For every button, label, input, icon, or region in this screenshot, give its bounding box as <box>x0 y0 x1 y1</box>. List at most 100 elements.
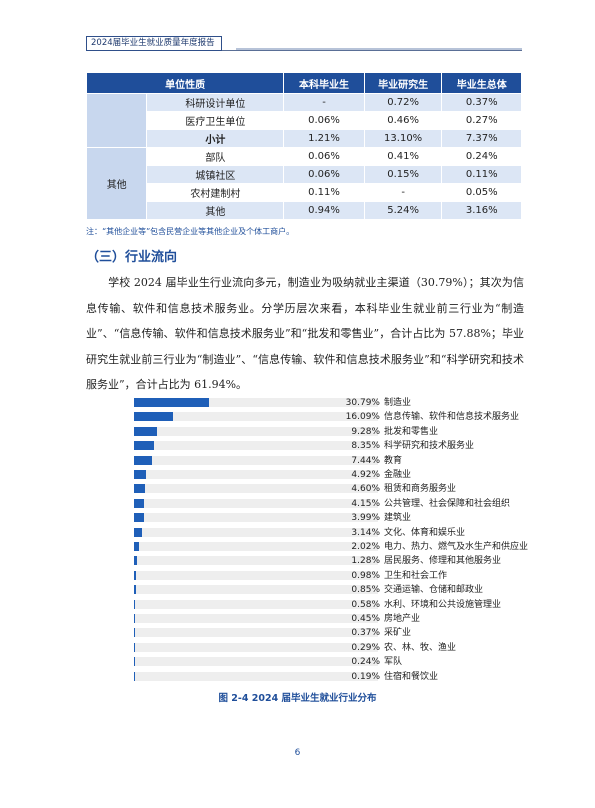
chart-row: 30.79% 制造业 <box>134 396 574 410</box>
chart-row: 4.92% 金融业 <box>134 468 574 482</box>
chart-category-label: 交通运输、仓储和邮政业 <box>384 585 484 596</box>
table-cell: 0.94% <box>283 201 365 220</box>
chart-category-label: 公共管理、社会保障和社会组织 <box>384 498 511 509</box>
chart-value-label: 4.60% <box>351 484 380 495</box>
chart-bar-track <box>134 426 378 436</box>
table-group-cell <box>85 93 148 148</box>
chart-value-label: 0.37% <box>351 628 380 639</box>
chart-value-label: 0.58% <box>351 599 380 610</box>
table-header-cell: 毕业生总体 <box>441 72 522 94</box>
chart-value-label: 0.29% <box>351 642 380 653</box>
chart-category-label: 文化、体育和娱乐业 <box>384 527 466 538</box>
chart-value-label: 1.28% <box>351 556 380 567</box>
chart-category-label: 金融业 <box>384 470 412 480</box>
chart-bar-track <box>134 470 378 479</box>
chart-caption: 图 2-4 2024 届毕业生就业行业分布 <box>218 693 377 704</box>
table-row: 科研设计单位 - 0.72% 0.37% <box>85 93 522 148</box>
header-rule <box>86 50 522 51</box>
chart-bar <box>134 585 137 595</box>
chart-bar-track <box>134 642 378 652</box>
chart-bar-track <box>134 542 378 551</box>
chart-category-label: 电力、热力、燃气及水生产和供应业 <box>384 542 529 552</box>
chart-row: 0.19% 住宿和餐饮业 <box>134 670 574 684</box>
chart-bar-track <box>134 398 378 407</box>
chart-category-label: 批发和零售业 <box>384 426 439 437</box>
chart-row: 0.85% 交通运输、仓储和邮政业 <box>134 583 574 597</box>
chart-row: 2.02% 电力、热力、燃气及水生产和供应业 <box>134 540 574 554</box>
chart-bar-track <box>134 671 378 681</box>
chart-bar <box>134 657 135 667</box>
chart-bar-track <box>134 657 378 667</box>
table-header-cell: 本科毕业生 <box>283 72 365 94</box>
chart-category-label: 信息传输、软件和信息技术服务业 <box>384 412 520 423</box>
table-cell: - <box>283 93 365 112</box>
chart-bar-track <box>134 556 378 566</box>
chart-row: 16.09% 信息传输、软件和信息技术服务业 <box>134 410 574 424</box>
chart-bar <box>134 599 136 609</box>
page-header: 2024届毕业生就业质量年度报告 <box>86 36 522 54</box>
chart-value-label: 4.15% <box>351 498 380 509</box>
chart-bar-track <box>134 412 378 422</box>
chart-category-label: 居民服务、修理和其他服务业 <box>384 556 502 567</box>
table-cell: 0.24% <box>441 147 522 166</box>
chart-row: 4.60% 租赁和商务服务业 <box>134 482 574 496</box>
table-cell: - <box>363 183 443 202</box>
chart-category-label: 科学研究和技术服务业 <box>384 441 475 452</box>
table-cell: 0.11% <box>441 165 522 184</box>
chart-row: 3.14% 文化、体育和娱乐业 <box>134 526 574 540</box>
chart-row: 0.29% 农、林、牧、渔业 <box>134 641 574 655</box>
chart-category-label: 建筑业 <box>384 513 412 524</box>
chart-value-label: 0.45% <box>351 614 380 624</box>
chart-value-label: 0.19% <box>351 671 380 682</box>
table-row: 城镇社区 0.06% 0.15% 0.11% <box>87 165 522 184</box>
table-cell: 1.21% <box>283 129 365 148</box>
chart-bar <box>134 455 153 465</box>
chart-row: 0.98% 卫生和社会工作 <box>134 569 574 583</box>
chart-row: 3.99% 建筑业 <box>134 511 574 525</box>
chart-bar-track <box>134 498 378 508</box>
table-cell: 0.46% <box>363 111 443 130</box>
chart-row: 7.44% 教育 <box>134 454 574 468</box>
chart-value-label: 30.79% <box>345 398 380 408</box>
chart-bar-track <box>134 441 378 451</box>
chart-bar-track <box>134 570 378 580</box>
chart-bar <box>134 642 135 652</box>
table-header-cell: 单位性质 <box>85 72 285 94</box>
chart-value-label: 0.98% <box>351 570 380 581</box>
table-row: 其他 部队 0.06% 0.41% 0.24% <box>85 147 522 220</box>
paragraph-text: 学校 2024 届毕业生行业流向多元，制造业为吸纳就业主渠道（30.79%）；其… <box>86 276 524 391</box>
table-header-row: 单位性质 本科毕业生 毕业研究生 毕业生总体 <box>85 72 522 94</box>
chart-value-label: 8.35% <box>351 441 380 452</box>
chart-row: 0.37% 采矿业 <box>134 626 574 640</box>
chart-value-label: 16.09% <box>345 412 380 423</box>
chart-bar-track <box>134 513 378 523</box>
table-row: 农村建制村 0.11% - 0.05% <box>87 183 522 202</box>
chart-category-label: 制造业 <box>384 398 412 408</box>
chart-bar-track <box>134 455 378 465</box>
chart-row: 1.28% 居民服务、修理和其他服务业 <box>134 554 574 568</box>
table-cell: 0.06% <box>283 165 365 184</box>
table-cell: 0.37% <box>441 93 522 112</box>
table-row-subtotal: 小计 1.21% 13.10% 7.37% <box>87 129 522 148</box>
table-header-cell: 毕业研究生 <box>363 72 443 94</box>
section-title: （三）行业流向 <box>86 250 178 265</box>
chart-category-label: 军队 <box>384 657 403 668</box>
chart-bar <box>134 470 146 479</box>
table-cell: 0.11% <box>283 183 365 202</box>
chart-category-label: 农、林、牧、渔业 <box>384 642 457 653</box>
table-cell: 科研设计单位 <box>146 93 285 112</box>
chart-category-label: 租赁和商务服务业 <box>384 484 457 495</box>
chart-bar <box>134 398 210 407</box>
chart-category-label: 采矿业 <box>384 628 412 639</box>
table-cell: 0.72% <box>363 93 443 112</box>
chart-bar-track <box>134 628 378 638</box>
table-cell: 0.27% <box>441 111 522 130</box>
industry-bar-chart: 30.79% 制造业 16.09% 信息传输、软件和信息技术服务业 9.28% 批发和零售… <box>134 396 574 686</box>
table-cell: 医疗卫生单位 <box>146 111 285 130</box>
employer-type-table: 单位性质 本科毕业生 毕业研究生 毕业生总体 科研设计单位 - 0.72% 0.… <box>85 72 522 220</box>
chart-bar-track <box>134 614 378 623</box>
table-cell: 0.41% <box>363 147 443 166</box>
chart-value-label: 0.24% <box>351 657 380 668</box>
chart-row: 0.58% 水利、环境和公共设施管理业 <box>134 598 574 612</box>
table-cell: 0.05% <box>441 183 522 202</box>
